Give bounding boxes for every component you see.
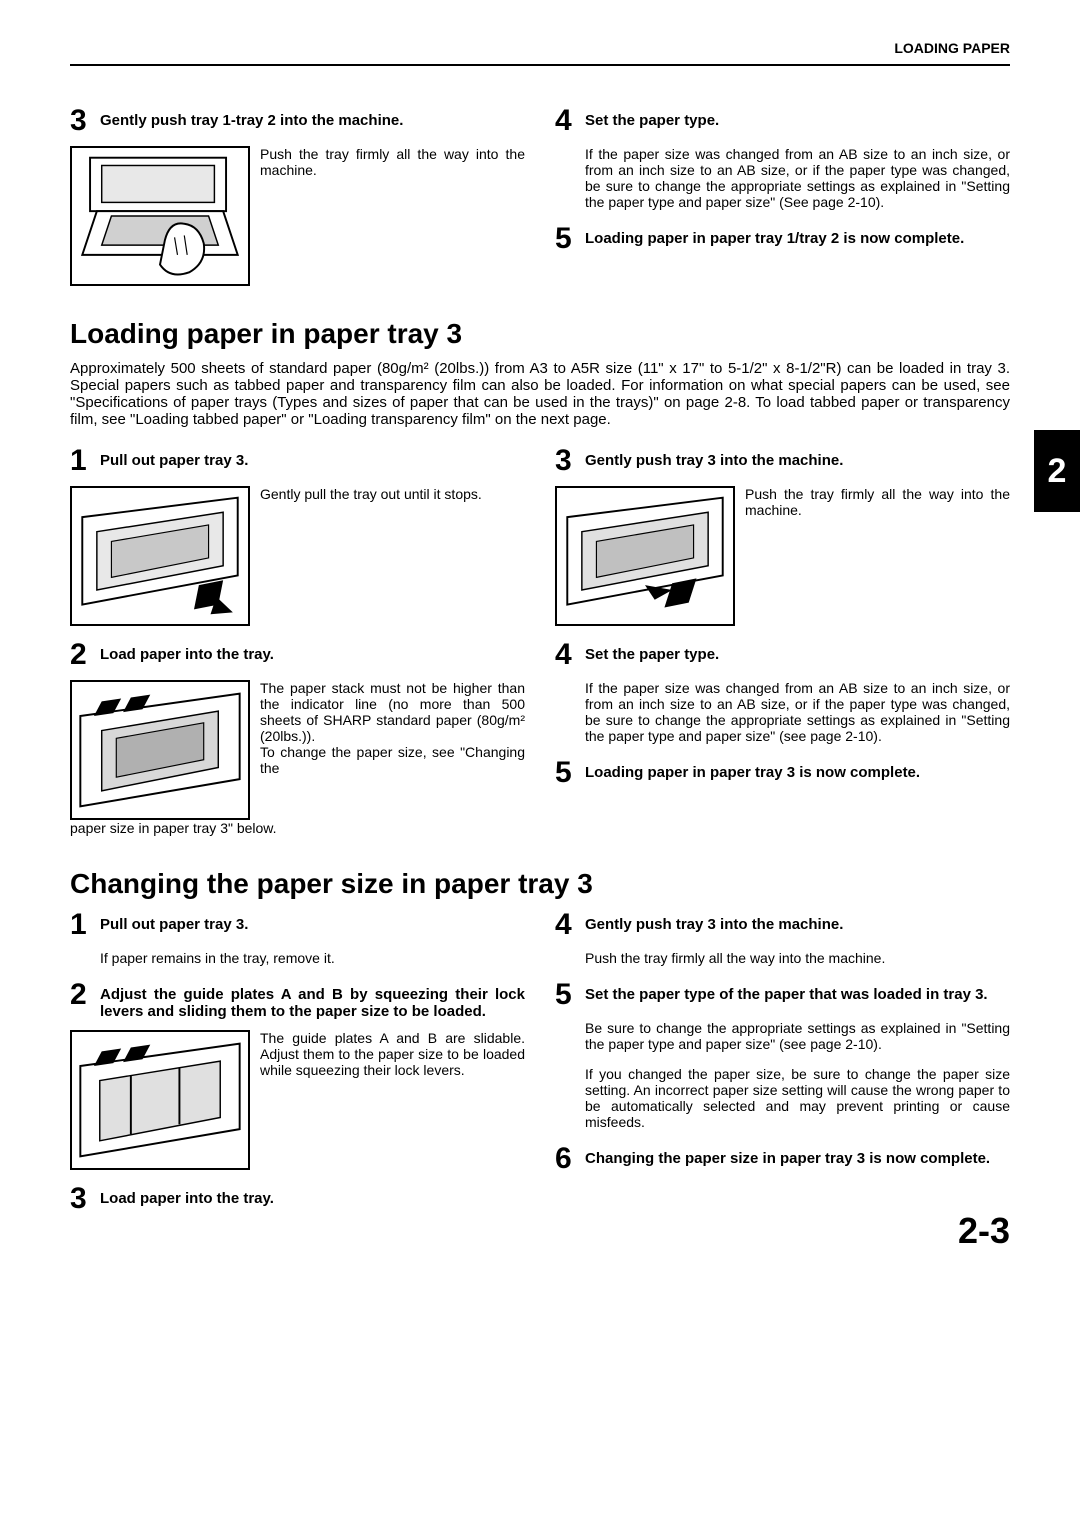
- top-step3-content: Push the tray firmly all the way into th…: [70, 146, 525, 286]
- text: The paper stack must not be higher than …: [260, 680, 525, 744]
- step-title: Set the paper type.: [585, 640, 719, 663]
- step-number: 1: [70, 446, 92, 476]
- top-left-col: 3 Gently push tray 1-tray 2 into the mac…: [70, 106, 525, 300]
- header-rule: [70, 64, 1010, 66]
- step-body: If the paper size was changed from an AB…: [585, 146, 1010, 210]
- section1-intro: Approximately 500 sheets of standard pap…: [70, 360, 1010, 428]
- s2-step1: 1 Pull out paper tray 3.: [70, 910, 525, 940]
- printer-tray-hand-icon: [72, 148, 248, 284]
- s1-step1: 1 Pull out paper tray 3.: [70, 446, 525, 476]
- s1-step2-content: The paper stack must not be higher than …: [70, 680, 525, 820]
- section1-right: 3 Gently push tray 3 into the machine. P…: [555, 446, 1010, 850]
- step-title: Gently push tray 1-tray 2 into the machi…: [100, 106, 403, 129]
- tray-load-icon: [72, 682, 248, 818]
- step-title: Changing the paper size in paper tray 3 …: [585, 1144, 990, 1167]
- s1-step4: 4 Set the paper type.: [555, 640, 1010, 670]
- tray-push-arrow-icon: [557, 488, 733, 624]
- section2-right: 4 Gently push tray 3 into the machine. P…: [555, 910, 1010, 1224]
- step-title: Set the paper type.: [585, 106, 719, 129]
- section1-heading: Loading paper in paper tray 3: [70, 318, 1010, 350]
- step-body: The paper stack must not be higher than …: [260, 680, 525, 820]
- step-number: 3: [70, 106, 92, 136]
- step-title: Loading paper in paper tray 3 is now com…: [585, 758, 920, 781]
- step-number: 2: [70, 640, 92, 670]
- step-number: 3: [70, 1184, 92, 1214]
- section1-left: 1 Pull out paper tray 3. Gently pull the…: [70, 446, 525, 850]
- tray-guides-icon: [72, 1032, 248, 1168]
- step-number: 6: [555, 1144, 577, 1174]
- step-title: Loading paper in paper tray 1/tray 2 is …: [585, 224, 964, 247]
- step-title: Set the paper type of the paper that was…: [585, 980, 988, 1003]
- s2-step6: 6 Changing the paper size in paper tray …: [555, 1144, 1010, 1174]
- step-body: Push the tray firmly all the way into th…: [585, 950, 1010, 966]
- top-columns: 3 Gently push tray 1-tray 2 into the mac…: [70, 106, 1010, 300]
- top-step3: 3 Gently push tray 1-tray 2 into the mac…: [70, 106, 525, 136]
- s2-step4: 4 Gently push tray 3 into the machine.: [555, 910, 1010, 940]
- step-body: Be sure to change the appropriate settin…: [585, 1020, 1010, 1052]
- step-title: Load paper into the tray.: [100, 640, 274, 663]
- section1-columns: 1 Pull out paper tray 3. Gently pull the…: [70, 446, 1010, 850]
- step-number: 2: [70, 980, 92, 1010]
- step-number: 3: [555, 446, 577, 476]
- top-step5: 5 Loading paper in paper tray 1/tray 2 i…: [555, 224, 1010, 254]
- s1-step2: 2 Load paper into the tray.: [70, 640, 525, 670]
- step-number: 5: [555, 758, 577, 788]
- step-title: Gently push tray 3 into the machine.: [585, 910, 843, 933]
- step-number: 4: [555, 640, 577, 670]
- step-title: Pull out paper tray 3.: [100, 910, 248, 933]
- s1-step5: 5 Loading paper in paper tray 3 is now c…: [555, 758, 1010, 788]
- tray-push-illustration: [555, 486, 735, 626]
- s2-step2: 2 Adjust the guide plates A and B by squ…: [70, 980, 525, 1020]
- step-number: 1: [70, 910, 92, 940]
- step-number: 5: [555, 980, 577, 1010]
- s1-step3: 3 Gently push tray 3 into the machine.: [555, 446, 1010, 476]
- step-title: Pull out paper tray 3.: [100, 446, 248, 469]
- tray-load-illustration: [70, 680, 250, 820]
- step-title: Load paper into the tray.: [100, 1184, 274, 1207]
- section2-left: 1 Pull out paper tray 3. If paper remain…: [70, 910, 525, 1224]
- top-right-col: 4 Set the paper type. If the paper size …: [555, 106, 1010, 300]
- step-body: Push the tray firmly all the way into th…: [260, 146, 525, 286]
- page-number: 2-3: [958, 1210, 1010, 1252]
- tray-push-illustration: [70, 146, 250, 286]
- header-label: LOADING PAPER: [70, 40, 1010, 56]
- section2-heading: Changing the paper size in paper tray 3: [70, 868, 1010, 900]
- s1-step1-content: Gently pull the tray out until it stops.: [70, 486, 525, 626]
- step-body: The guide plates A and B are slidable. A…: [260, 1030, 525, 1170]
- tray-pull-icon: [72, 488, 248, 624]
- s1-step3-content: Push the tray firmly all the way into th…: [555, 486, 1010, 626]
- text: To change the paper size, see "Changing …: [260, 744, 525, 776]
- step-body: If you changed the paper size, be sure t…: [585, 1066, 1010, 1130]
- step-title: Adjust the guide plates A and B by squee…: [100, 980, 525, 1020]
- tray-pull-illustration: [70, 486, 250, 626]
- step-number: 4: [555, 910, 577, 940]
- s2-step5: 5 Set the paper type of the paper that w…: [555, 980, 1010, 1010]
- top-step4: 4 Set the paper type.: [555, 106, 1010, 136]
- step-body: Push the tray firmly all the way into th…: [745, 486, 1010, 626]
- step-number: 4: [555, 106, 577, 136]
- tray-guides-illustration: [70, 1030, 250, 1170]
- step-body: Gently pull the tray out until it stops.: [260, 486, 525, 626]
- step-body: If the paper size was changed from an AB…: [585, 680, 1010, 744]
- step-number: 5: [555, 224, 577, 254]
- step-body-wrap: paper size in paper tray 3" below.: [70, 820, 525, 836]
- section2-columns: 1 Pull out paper tray 3. If paper remain…: [70, 910, 1010, 1224]
- s2-step2-content: The guide plates A and B are slidable. A…: [70, 1030, 525, 1170]
- s2-step3: 3 Load paper into the tray.: [70, 1184, 525, 1214]
- step-title: Gently push tray 3 into the machine.: [585, 446, 843, 469]
- step-body: If paper remains in the tray, remove it.: [100, 950, 525, 966]
- chapter-tab: 2: [1034, 430, 1080, 512]
